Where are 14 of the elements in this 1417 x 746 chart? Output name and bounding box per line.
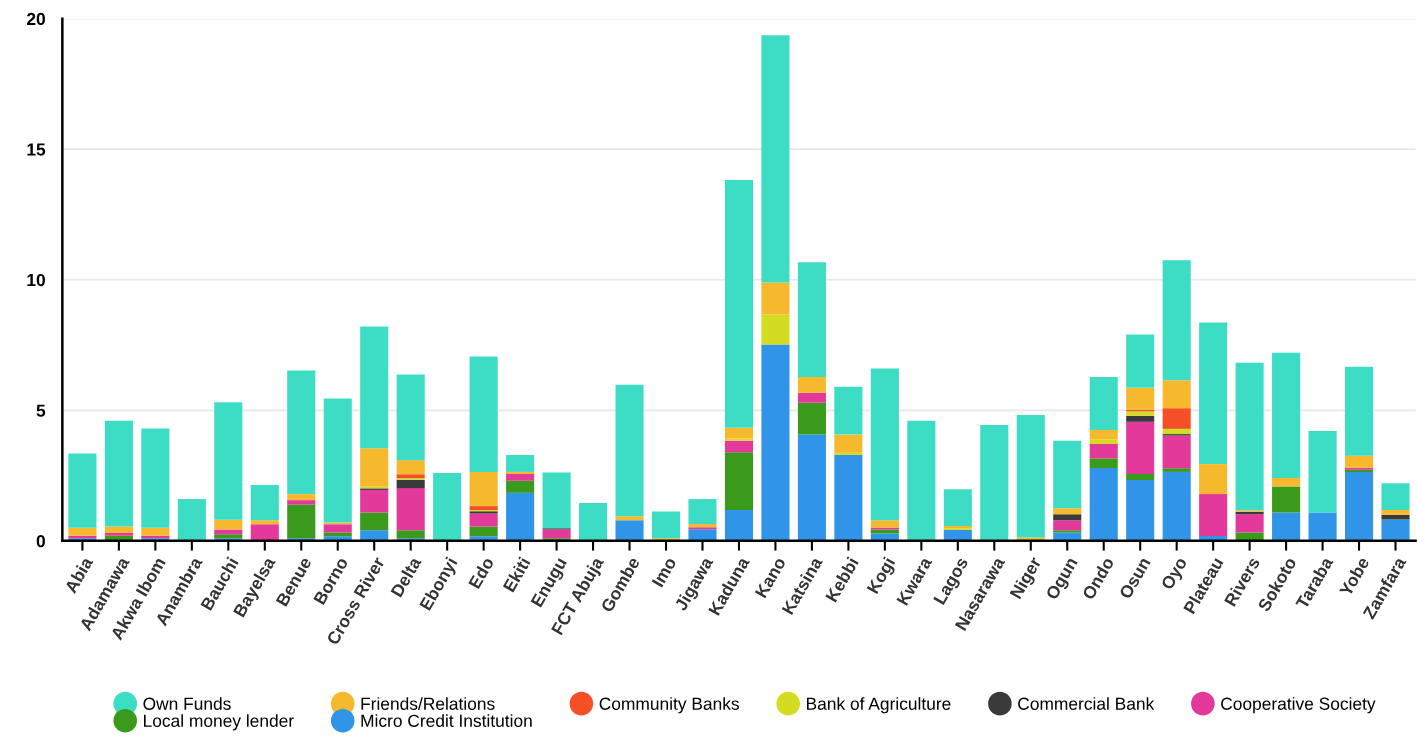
legend-label: Local money lender [144,714,294,731]
y-tick-label: 10 [27,273,45,287]
y-tick-label: 20 [26,12,45,26]
legend-label: Own Funds [143,697,231,710]
legend-label: Friends/Relations [361,697,495,710]
legend-label: Bank of Agriculture [806,697,951,714]
x-tick-label: Imo [651,556,677,588]
y-tick-label: 15 [27,143,46,156]
legend-label: Cooperative Society [1221,697,1376,714]
legend-label: Community Banks [599,697,739,714]
legend-label: Micro Credit Institution [361,714,532,727]
y-tick-label: 5 [36,404,46,417]
y-tick-label: 0 [36,535,45,548]
legend-label: Commercial Bank [1018,697,1155,710]
